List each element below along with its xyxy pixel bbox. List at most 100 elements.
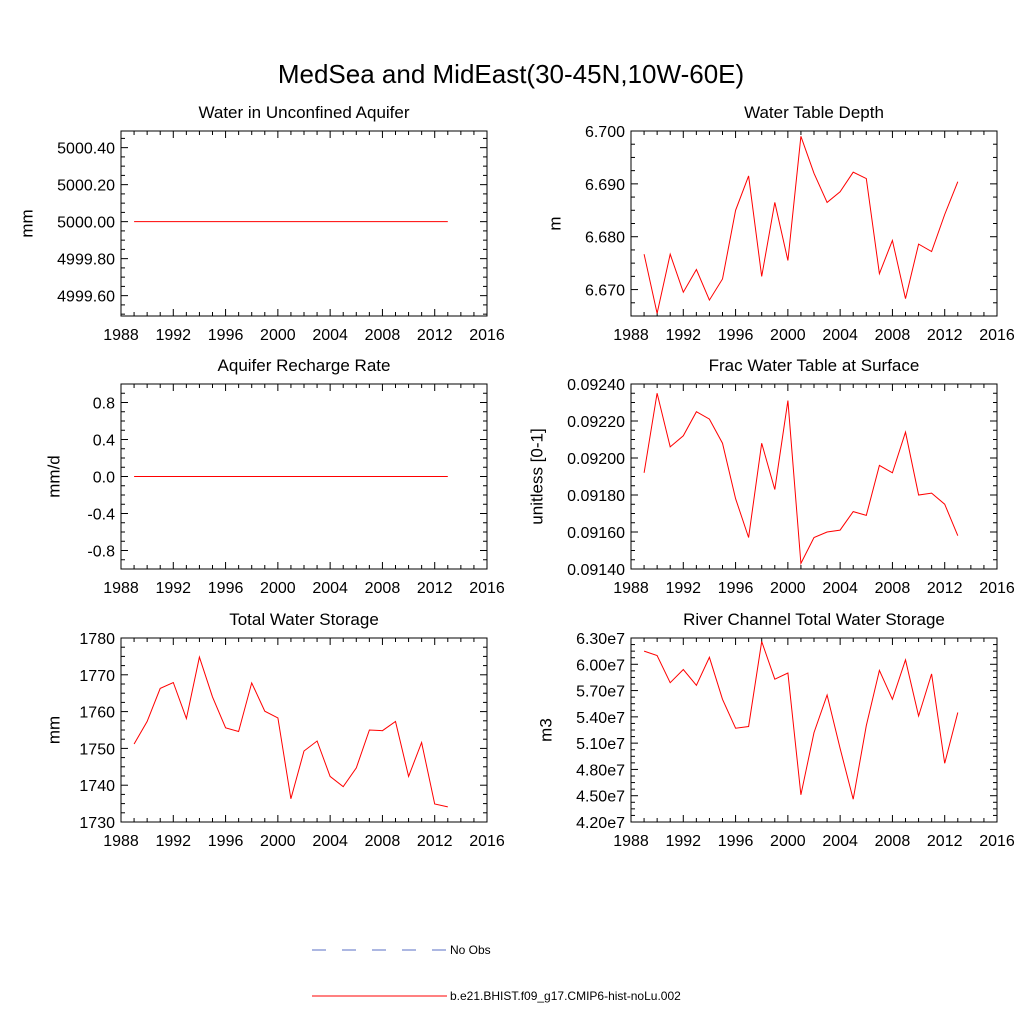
y-tick-label: -0.8	[87, 544, 115, 561]
y-axis-label: mm	[44, 716, 63, 744]
y-tick-label: 6.30e7	[576, 631, 625, 648]
x-tick-label: 1988	[613, 327, 649, 344]
legend: No Obs b.e21.BHIST.f09_g17.CMIP6-hist-noL…	[312, 943, 681, 1003]
y-axis-label: m	[546, 216, 565, 230]
y-tick-label: 5.70e7	[576, 684, 625, 701]
y-tick-label: 0.09160	[567, 525, 625, 542]
panel-title: Water in Unconfined Aquifer	[198, 103, 409, 122]
x-tick-label: 2004	[822, 833, 858, 850]
y-tick-label: 4.80e7	[576, 762, 625, 779]
series-line	[133, 655, 448, 808]
y-tick-label: 4999.60	[57, 289, 115, 306]
y-tick-label: 0.09200	[567, 451, 625, 468]
x-tick-label: 2016	[469, 833, 505, 850]
x-tick-label: 2008	[365, 580, 401, 597]
panel-5: 1988 1992 1996 2000 2004 2008 2012 2016 1730 1740…	[44, 610, 504, 850]
x-tick-label: 2004	[312, 580, 348, 597]
x-tick-label: 2004	[822, 327, 858, 344]
x-tick-label: 1992	[155, 833, 191, 850]
x-tick-label: 2000	[260, 580, 296, 597]
y-tick-label: -0.4	[87, 507, 115, 524]
y-tick-label: 4999.80	[57, 252, 115, 269]
x-tick-label: 2012	[417, 580, 453, 597]
x-tick-label: 1996	[208, 580, 244, 597]
x-tick-label: 2016	[469, 580, 505, 597]
figure-title: MedSea and MidEast(30-45N,10W-60E)	[278, 59, 744, 89]
x-tick-label: 2008	[365, 327, 401, 344]
x-tick-label: 1992	[155, 580, 191, 597]
plot-frame	[120, 130, 488, 317]
plot-frame	[630, 637, 998, 823]
y-tick-label: 5000.20	[57, 178, 115, 195]
panel-1: 1988 1992 1996 2000 2004 2008 2012 2016 4999.60 4…	[18, 103, 505, 344]
x-tick-label: 2012	[927, 327, 963, 344]
panel-6: 1988 1992 1996 2000 2004 2008 2012 2016 4.20e7 4.…	[537, 610, 1015, 850]
x-tick-label: 2012	[417, 833, 453, 850]
x-tick-label: 1996	[718, 327, 754, 344]
x-tick-label: 2008	[875, 580, 911, 597]
y-tick-label: 5000.00	[57, 215, 115, 232]
x-tick-label: 1992	[665, 833, 701, 850]
y-tick-label: 0.0	[93, 470, 115, 487]
y-tick-label: 6.690	[585, 177, 625, 194]
panel-title: Frac Water Table at Surface	[709, 356, 920, 375]
y-tick-label: 1770	[79, 668, 115, 685]
x-tick-label: 2000	[770, 580, 806, 597]
x-tick-label: 2004	[312, 833, 348, 850]
x-tick-label: 2004	[312, 327, 348, 344]
x-tick-label: 1988	[613, 833, 649, 850]
x-tick-label: 1996	[718, 833, 754, 850]
plot-frame	[120, 637, 488, 823]
y-tick-label: 4.20e7	[576, 815, 625, 832]
y-tick-label: 5.10e7	[576, 736, 625, 753]
panel-title: Aquifer Recharge Rate	[218, 356, 391, 375]
x-tick-label: 2008	[365, 833, 401, 850]
legend-label: b.e21.BHIST.f09_g17.CMIP6-hist-noLu.002	[450, 989, 681, 1003]
x-tick-label: 2012	[927, 580, 963, 597]
y-tick-label: 6.00e7	[576, 657, 625, 674]
x-tick-label: 2000	[260, 833, 296, 850]
x-tick-label: 1996	[208, 327, 244, 344]
y-axis-label: m3	[537, 718, 556, 742]
y-tick-label: 5000.40	[57, 141, 115, 158]
panel-4: 1988 1992 1996 2000 2004 2008 2012 2016 0.09140 0…	[528, 356, 1015, 597]
y-tick-label: 6.680	[585, 230, 625, 247]
x-tick-label: 2016	[979, 833, 1015, 850]
x-tick-label: 2012	[417, 327, 453, 344]
x-tick-label: 2012	[927, 833, 963, 850]
x-tick-label: 1996	[208, 833, 244, 850]
y-tick-label: 1750	[79, 741, 115, 758]
y-axis-label: unitless [0-1]	[528, 428, 547, 524]
series-line	[643, 641, 959, 800]
x-tick-label: 2000	[770, 327, 806, 344]
y-axis-label: mm	[18, 209, 37, 237]
panel-2: 1988 1992 1996 2000 2004 2008 2012 2016 6.670 6.6…	[546, 103, 1015, 344]
y-tick-label: 1760	[79, 705, 115, 722]
y-tick-label: 0.09140	[567, 562, 625, 579]
x-tick-label: 2000	[770, 833, 806, 850]
y-tick-label: 6.700	[585, 124, 625, 141]
x-tick-label: 2000	[260, 327, 296, 344]
x-tick-label: 1996	[718, 580, 754, 597]
plot-frame	[630, 383, 998, 570]
x-tick-label: 2008	[875, 327, 911, 344]
panel-title: Total Water Storage	[229, 610, 379, 629]
legend-label: No Obs	[450, 943, 491, 957]
y-tick-label: 0.09240	[567, 377, 625, 394]
y-tick-label: 1740	[79, 778, 115, 795]
x-tick-label: 2016	[469, 327, 505, 344]
y-tick-label: 0.09180	[567, 488, 625, 505]
x-tick-label: 1988	[103, 833, 139, 850]
y-tick-label: 1780	[79, 631, 115, 648]
y-tick-label: 4.50e7	[576, 789, 625, 806]
x-tick-label: 2016	[979, 580, 1015, 597]
series-line	[643, 136, 959, 314]
y-tick-label: 0.09220	[567, 414, 625, 431]
x-tick-label: 1988	[103, 327, 139, 344]
y-tick-label: 0.4	[93, 433, 115, 450]
x-tick-label: 1992	[665, 580, 701, 597]
x-tick-label: 2016	[979, 327, 1015, 344]
panel-3: 1988 1992 1996 2000 2004 2008 2012 2016 -0.8 -0.4…	[44, 356, 504, 597]
x-tick-label: 2004	[822, 580, 858, 597]
